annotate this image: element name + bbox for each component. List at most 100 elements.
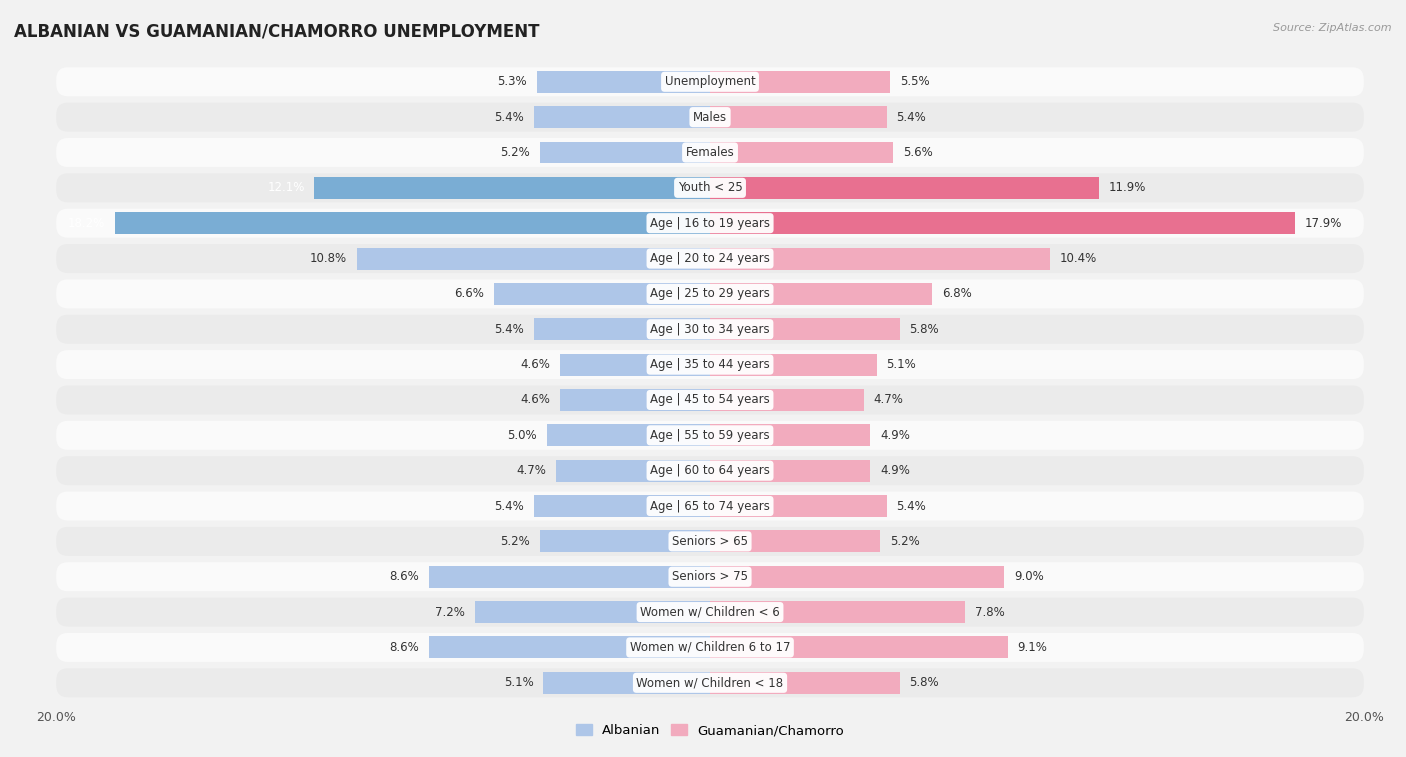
- Text: 10.8%: 10.8%: [311, 252, 347, 265]
- Bar: [710, 425, 870, 447]
- FancyBboxPatch shape: [56, 350, 1364, 379]
- Text: 4.9%: 4.9%: [880, 428, 910, 442]
- Text: 6.8%: 6.8%: [942, 288, 972, 301]
- FancyBboxPatch shape: [56, 279, 1364, 308]
- FancyBboxPatch shape: [56, 491, 1364, 521]
- Text: Women w/ Children < 18: Women w/ Children < 18: [637, 676, 783, 690]
- Bar: [710, 106, 887, 128]
- Text: 5.0%: 5.0%: [508, 428, 537, 442]
- Bar: [560, 389, 710, 411]
- Bar: [710, 495, 887, 517]
- FancyBboxPatch shape: [56, 633, 1364, 662]
- Text: 5.1%: 5.1%: [503, 676, 533, 690]
- Text: Age | 45 to 54 years: Age | 45 to 54 years: [650, 394, 770, 407]
- Text: Age | 65 to 74 years: Age | 65 to 74 years: [650, 500, 770, 512]
- Text: 4.7%: 4.7%: [873, 394, 903, 407]
- Bar: [710, 212, 1295, 234]
- Text: 10.4%: 10.4%: [1060, 252, 1097, 265]
- Text: Age | 55 to 59 years: Age | 55 to 59 years: [650, 428, 770, 442]
- FancyBboxPatch shape: [56, 244, 1364, 273]
- Text: 11.9%: 11.9%: [1109, 182, 1146, 195]
- FancyBboxPatch shape: [56, 209, 1364, 238]
- Bar: [710, 601, 965, 623]
- Bar: [560, 354, 710, 375]
- Text: Age | 25 to 29 years: Age | 25 to 29 years: [650, 288, 770, 301]
- Bar: [710, 531, 880, 553]
- Bar: [710, 565, 1004, 587]
- Text: Age | 20 to 24 years: Age | 20 to 24 years: [650, 252, 770, 265]
- Bar: [710, 459, 870, 481]
- FancyBboxPatch shape: [56, 103, 1364, 132]
- Bar: [315, 177, 710, 199]
- Bar: [540, 531, 710, 553]
- Bar: [533, 495, 710, 517]
- Text: 17.9%: 17.9%: [1305, 217, 1343, 229]
- FancyBboxPatch shape: [56, 315, 1364, 344]
- FancyBboxPatch shape: [56, 385, 1364, 415]
- Bar: [710, 318, 900, 340]
- Bar: [710, 354, 877, 375]
- Bar: [547, 425, 710, 447]
- Bar: [429, 637, 710, 659]
- Text: Age | 60 to 64 years: Age | 60 to 64 years: [650, 464, 770, 477]
- Text: 7.8%: 7.8%: [974, 606, 1004, 618]
- Bar: [533, 106, 710, 128]
- Text: Males: Males: [693, 111, 727, 123]
- Text: Women w/ Children 6 to 17: Women w/ Children 6 to 17: [630, 641, 790, 654]
- Bar: [710, 177, 1099, 199]
- Text: Source: ZipAtlas.com: Source: ZipAtlas.com: [1274, 23, 1392, 33]
- Text: 5.4%: 5.4%: [897, 111, 927, 123]
- Text: 5.4%: 5.4%: [494, 322, 523, 336]
- Text: Age | 35 to 44 years: Age | 35 to 44 years: [650, 358, 770, 371]
- FancyBboxPatch shape: [56, 527, 1364, 556]
- Text: Seniors > 75: Seniors > 75: [672, 570, 748, 583]
- Text: Age | 30 to 34 years: Age | 30 to 34 years: [650, 322, 770, 336]
- Text: 9.1%: 9.1%: [1018, 641, 1047, 654]
- Bar: [540, 142, 710, 164]
- Text: ALBANIAN VS GUAMANIAN/CHAMORRO UNEMPLOYMENT: ALBANIAN VS GUAMANIAN/CHAMORRO UNEMPLOYM…: [14, 23, 540, 41]
- Bar: [537, 71, 710, 93]
- Text: Females: Females: [686, 146, 734, 159]
- FancyBboxPatch shape: [56, 597, 1364, 627]
- Text: Age | 16 to 19 years: Age | 16 to 19 years: [650, 217, 770, 229]
- Text: Women w/ Children < 6: Women w/ Children < 6: [640, 606, 780, 618]
- Text: Youth < 25: Youth < 25: [678, 182, 742, 195]
- Text: 5.3%: 5.3%: [498, 75, 527, 89]
- Bar: [557, 459, 710, 481]
- Text: 5.2%: 5.2%: [501, 535, 530, 548]
- FancyBboxPatch shape: [56, 421, 1364, 450]
- Bar: [710, 283, 932, 305]
- Bar: [475, 601, 710, 623]
- Bar: [495, 283, 710, 305]
- Text: 7.2%: 7.2%: [434, 606, 465, 618]
- Text: 5.6%: 5.6%: [903, 146, 932, 159]
- Text: 5.5%: 5.5%: [900, 75, 929, 89]
- FancyBboxPatch shape: [56, 562, 1364, 591]
- Bar: [429, 565, 710, 587]
- Text: 8.6%: 8.6%: [389, 641, 419, 654]
- Bar: [710, 672, 900, 693]
- Bar: [710, 248, 1050, 269]
- FancyBboxPatch shape: [56, 668, 1364, 697]
- Text: 5.4%: 5.4%: [897, 500, 927, 512]
- FancyBboxPatch shape: [56, 138, 1364, 167]
- Text: 5.8%: 5.8%: [910, 322, 939, 336]
- Text: 4.6%: 4.6%: [520, 358, 550, 371]
- Text: Unemployment: Unemployment: [665, 75, 755, 89]
- Text: 9.0%: 9.0%: [1014, 570, 1043, 583]
- Bar: [533, 318, 710, 340]
- Text: Seniors > 65: Seniors > 65: [672, 535, 748, 548]
- Text: 4.7%: 4.7%: [517, 464, 547, 477]
- Text: 4.9%: 4.9%: [880, 464, 910, 477]
- FancyBboxPatch shape: [56, 456, 1364, 485]
- Text: 5.4%: 5.4%: [494, 500, 523, 512]
- Bar: [710, 637, 1008, 659]
- Text: 4.6%: 4.6%: [520, 394, 550, 407]
- Bar: [543, 672, 710, 693]
- Bar: [710, 142, 893, 164]
- Bar: [357, 248, 710, 269]
- Text: 8.6%: 8.6%: [389, 570, 419, 583]
- Text: 5.1%: 5.1%: [887, 358, 917, 371]
- Text: 5.4%: 5.4%: [494, 111, 523, 123]
- Text: 5.2%: 5.2%: [890, 535, 920, 548]
